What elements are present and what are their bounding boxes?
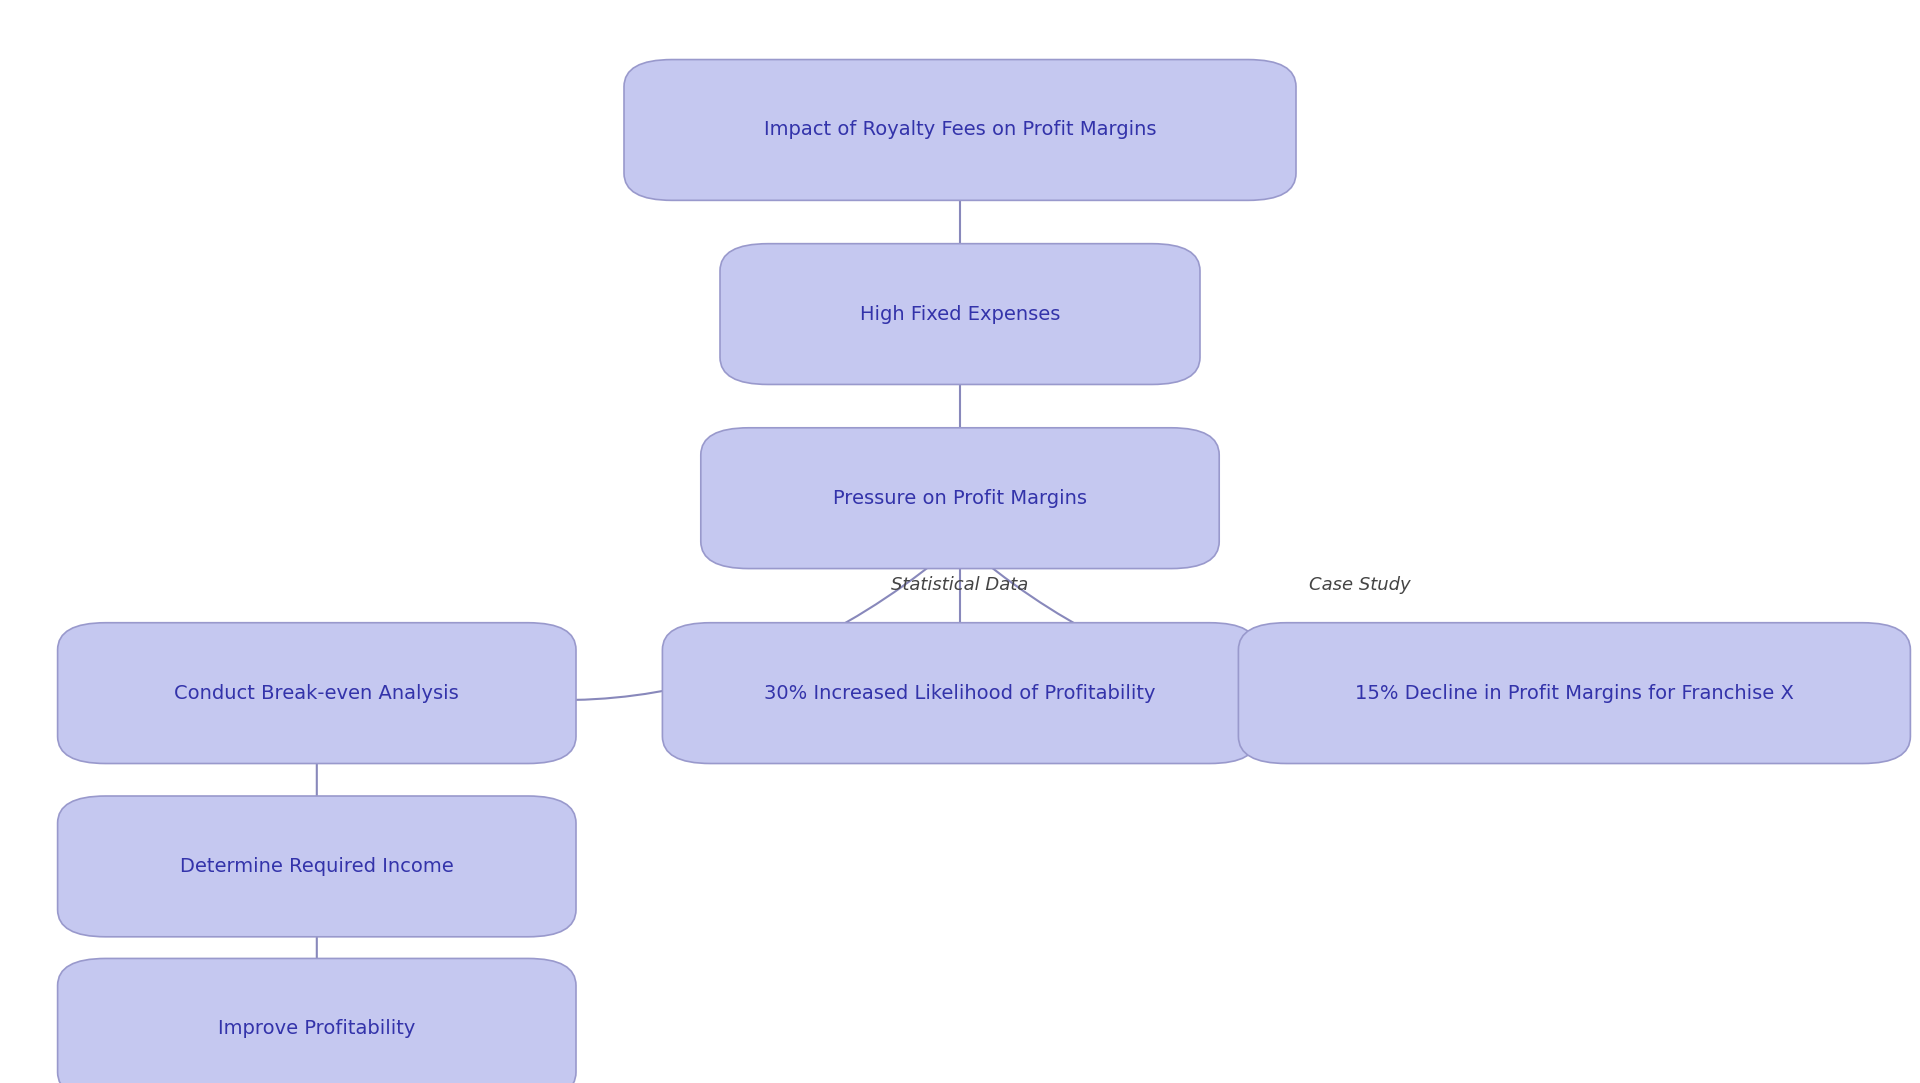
Text: 15% Decline in Profit Margins for Franchise X: 15% Decline in Profit Margins for Franch… bbox=[1356, 683, 1793, 703]
Text: Impact of Royalty Fees on Profit Margins: Impact of Royalty Fees on Profit Margins bbox=[764, 120, 1156, 140]
FancyBboxPatch shape bbox=[720, 244, 1200, 384]
FancyBboxPatch shape bbox=[1238, 623, 1910, 764]
FancyBboxPatch shape bbox=[58, 796, 576, 937]
Text: Statistical Data: Statistical Data bbox=[891, 576, 1029, 593]
FancyBboxPatch shape bbox=[701, 428, 1219, 569]
Text: Conduct Break-even Analysis: Conduct Break-even Analysis bbox=[175, 683, 459, 703]
Text: Case Study: Case Study bbox=[1309, 576, 1409, 593]
Text: High Fixed Expenses: High Fixed Expenses bbox=[860, 304, 1060, 324]
Text: Determine Required Income: Determine Required Income bbox=[180, 857, 453, 876]
FancyBboxPatch shape bbox=[58, 623, 576, 764]
FancyBboxPatch shape bbox=[662, 623, 1258, 764]
Text: Improve Profitability: Improve Profitability bbox=[219, 1019, 415, 1039]
Text: Pressure on Profit Margins: Pressure on Profit Margins bbox=[833, 488, 1087, 508]
Text: 30% Increased Likelihood of Profitability: 30% Increased Likelihood of Profitabilit… bbox=[764, 683, 1156, 703]
FancyBboxPatch shape bbox=[624, 60, 1296, 200]
FancyBboxPatch shape bbox=[58, 958, 576, 1083]
